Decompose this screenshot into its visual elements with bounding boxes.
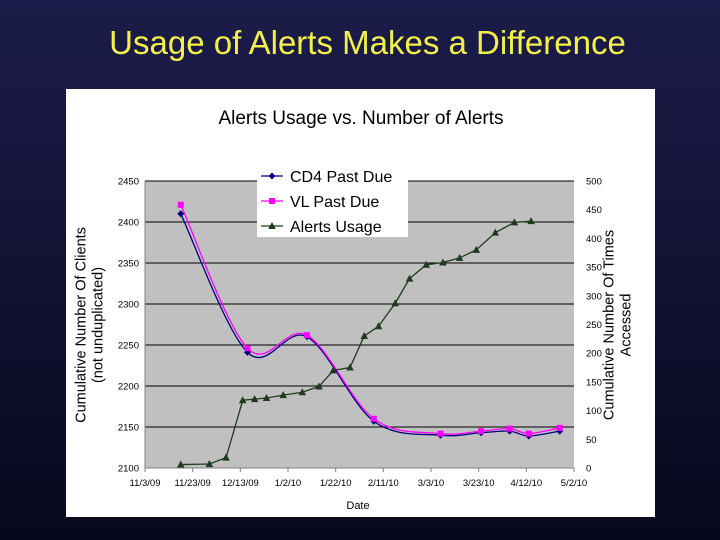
y-left-tick-label: 2450 xyxy=(118,177,139,188)
x-tick-label: 11/23/09 xyxy=(175,478,211,489)
y-right-tick-label: 450 xyxy=(586,205,602,216)
chart-svg: 2100 2150 2200 2250 2300 2350 2400 2450 0 50 100 15… xyxy=(74,108,635,512)
data-point xyxy=(360,331,369,339)
data-point xyxy=(177,201,184,208)
y-right-tick-label: 250 xyxy=(586,320,602,331)
data-point xyxy=(437,430,444,437)
series-line-2 xyxy=(180,220,532,466)
x-tick-label: 11/3/09 xyxy=(130,478,161,489)
data-point xyxy=(298,388,307,396)
slide-title: Usage of Alerts Makes a Difference xyxy=(109,24,626,61)
x-tick-label: 3/23/10 xyxy=(463,478,495,489)
y-right-tick-label: 300 xyxy=(586,291,602,302)
y-left-tick-label: 2250 xyxy=(118,341,139,352)
data-point xyxy=(374,322,383,330)
y-left-tick-label: 2300 xyxy=(118,300,139,311)
chart-card: 2100 2150 2200 2250 2300 2350 2400 2450 0 50 100 15… xyxy=(66,89,655,517)
data-point xyxy=(370,415,377,422)
series-layer xyxy=(176,201,564,468)
y-left-tick-label: 2100 xyxy=(118,464,139,475)
data-point xyxy=(205,459,214,467)
data-point xyxy=(391,299,400,307)
chart-title: Alerts Usage vs. Number of Alerts xyxy=(218,108,503,129)
data-point xyxy=(506,425,513,432)
x-tick-label: 1/2/10 xyxy=(275,478,301,489)
y-right-tick-label: 50 xyxy=(586,435,597,446)
data-point xyxy=(405,274,414,282)
y-axis-left-title-line: (not unduplicated) xyxy=(91,267,107,383)
legend-label: Alerts Usage xyxy=(290,219,382,236)
legend-label: CD4 Past Due xyxy=(290,169,392,186)
y-right-tick-label: 500 xyxy=(586,177,602,188)
legend-marker xyxy=(268,172,276,180)
data-point xyxy=(279,391,288,399)
data-point xyxy=(346,363,354,371)
x-tick-label: 3/3/10 xyxy=(418,478,444,489)
x-tick-label: 4/12/10 xyxy=(510,478,542,489)
axis-layer: 2100 2150 2200 2250 2300 2350 2400 2450 0 50 100 15… xyxy=(74,177,635,490)
data-point xyxy=(329,366,338,374)
legend: CD4 Past Due VL Past Due Alerts Usage xyxy=(257,165,408,237)
data-point xyxy=(304,332,311,339)
data-point xyxy=(222,453,230,461)
y-right-tick-label: 150 xyxy=(586,377,602,388)
y-right-tick-label: 350 xyxy=(586,263,602,274)
legend-marker xyxy=(269,198,275,204)
data-point xyxy=(439,258,447,266)
data-point xyxy=(525,430,532,437)
x-axis-label: Date xyxy=(346,500,369,512)
data-point xyxy=(527,217,535,225)
data-point xyxy=(478,428,485,435)
data-point xyxy=(262,393,271,401)
y-right-tick-label: 200 xyxy=(586,349,602,360)
y-left-tick-label: 2200 xyxy=(118,382,139,393)
x-tick-label: 12/13/09 xyxy=(222,478,259,489)
data-point xyxy=(244,345,251,352)
data-point xyxy=(176,460,185,468)
y-axis-right-title-line: Cumulative Number Of Times xyxy=(602,230,618,420)
y-left-tick-label: 2350 xyxy=(118,259,139,270)
y-right-tick-label: 400 xyxy=(586,234,602,245)
x-tick-label: 2/11/10 xyxy=(368,478,399,489)
data-point xyxy=(510,218,519,226)
y-right-tick-label: 0 xyxy=(586,464,591,475)
y-axis-left-title-line: Cumulative Number Of Clients xyxy=(74,227,90,423)
y-axis-left-title: Cumulative Number Of Clients (not undupli… xyxy=(74,227,107,423)
y-axis-right-title-line: Accessed xyxy=(619,294,635,357)
y-left-tick-label: 2400 xyxy=(118,218,139,229)
x-tick-label: 5/2/10 xyxy=(561,478,587,489)
data-point xyxy=(238,396,247,404)
data-point xyxy=(177,210,185,218)
y-right-tick-label: 100 xyxy=(586,406,602,417)
data-point xyxy=(422,260,431,268)
data-point xyxy=(315,382,323,390)
legend-marker xyxy=(268,222,276,229)
y-axis-right-title: Cumulative Number Of Times Accessed xyxy=(602,230,635,420)
data-point xyxy=(491,228,500,236)
data-point xyxy=(556,424,563,431)
data-point xyxy=(250,395,259,403)
x-tick-label: 1/22/10 xyxy=(320,478,352,489)
legend-label: VL Past Due xyxy=(290,194,379,211)
data-point xyxy=(455,253,464,261)
data-point xyxy=(472,245,481,253)
y-left-tick-label: 2150 xyxy=(118,423,139,434)
